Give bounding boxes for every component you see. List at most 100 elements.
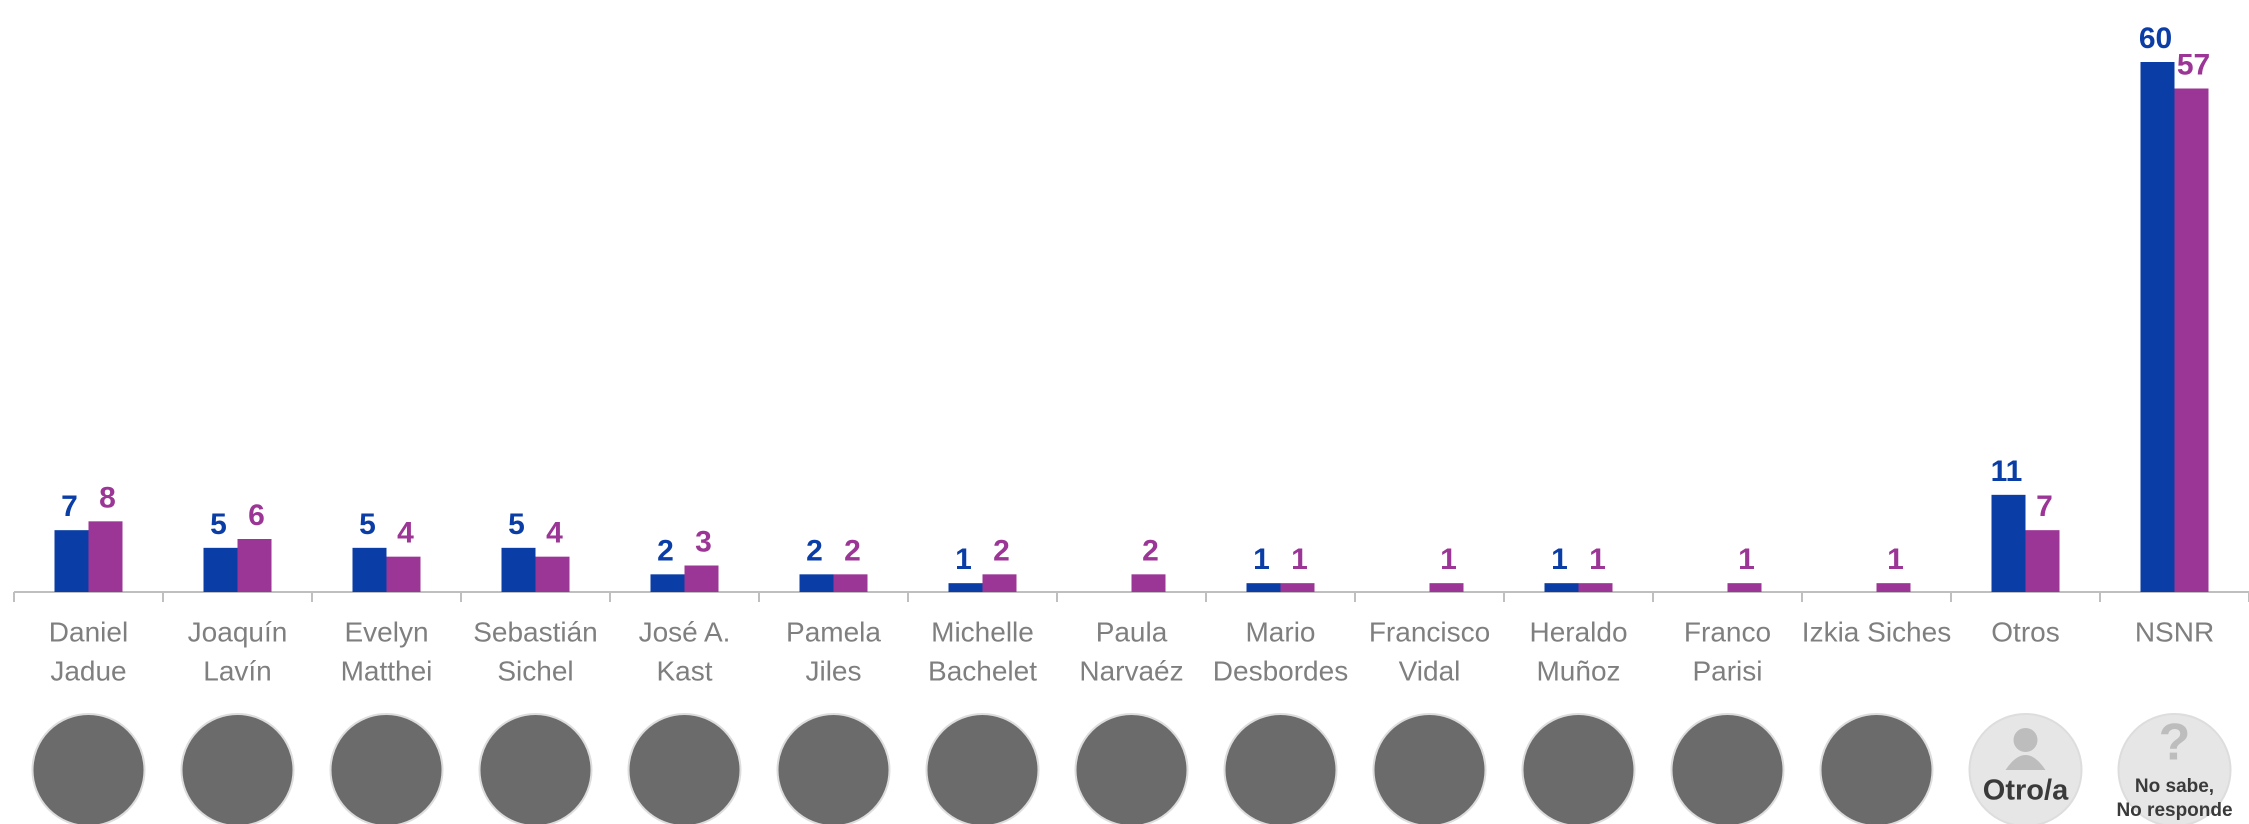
x-tick-label: Lavín [203, 655, 272, 686]
bar [386, 556, 421, 592]
bar [535, 556, 570, 592]
x-tick-label: Matthei [341, 655, 433, 686]
avatar [180, 713, 295, 824]
value-label: 60 [2139, 22, 2172, 55]
avatar [776, 713, 891, 824]
value-label: 5 [359, 508, 376, 541]
person-icon-body [2005, 755, 2046, 770]
icon-label: Otro/a [1983, 775, 2069, 807]
value-label: 1 [1738, 543, 1755, 576]
bar [948, 583, 983, 592]
avatar [2117, 713, 2232, 824]
x-tick-label: Francisco [1369, 616, 1490, 647]
value-label: 1 [1551, 543, 1568, 576]
bar [799, 574, 834, 592]
bar [1727, 583, 1762, 592]
value-label: 6 [248, 499, 265, 532]
x-tick-label: Jiles [805, 655, 861, 686]
value-label: 1 [1887, 543, 1904, 576]
x-tick-label: Kast [656, 655, 712, 686]
bar [54, 530, 89, 592]
x-tick-label: Desbordes [1213, 655, 1348, 686]
value-label: 2 [806, 534, 823, 567]
bar [1280, 583, 1315, 592]
x-tick-label: Heraldo [1529, 616, 1627, 647]
value-label: 4 [546, 517, 563, 550]
x-tick-label: Evelyn [344, 616, 428, 647]
bar [1246, 583, 1281, 592]
value-label: 2 [657, 534, 674, 567]
question-icon: ? [2159, 714, 2191, 772]
avatar [925, 713, 1040, 824]
x-tick-label: Franco [1684, 616, 1771, 647]
bar [1544, 583, 1579, 592]
value-label: 5 [508, 508, 525, 541]
value-label: 1 [1253, 543, 1270, 576]
bar [1131, 574, 1166, 592]
bar [2174, 88, 2209, 592]
bar [1429, 583, 1464, 592]
avatar [31, 713, 146, 824]
bar [650, 574, 685, 592]
icon-label: No sabe, [2135, 776, 2214, 797]
x-tick-label: Jadue [50, 655, 126, 686]
bar [982, 574, 1017, 592]
bar [1991, 494, 2026, 592]
avatar [1372, 713, 1487, 824]
x-tick-label: Sichel [497, 655, 573, 686]
bar [1876, 583, 1911, 592]
x-tick-label: Sebastián [473, 616, 598, 647]
x-tick-label: Izkia Siches [1802, 616, 1951, 647]
x-tick-label: Vidal [1399, 655, 1461, 686]
x-tick-label: Pamela [786, 616, 881, 647]
avatar [1670, 713, 1785, 824]
avatar [1521, 713, 1636, 824]
value-label: 2 [844, 534, 861, 567]
avatar [627, 713, 742, 824]
x-tick-label: Daniel [49, 616, 128, 647]
value-label: 2 [1142, 534, 1159, 567]
value-label: 1 [1589, 543, 1606, 576]
icon-label: No responde [2116, 800, 2232, 821]
person-icon-head [2013, 728, 2038, 752]
bar [352, 547, 387, 592]
avatar [478, 713, 593, 824]
value-label: 2 [993, 534, 1010, 567]
avatar [1223, 713, 1338, 824]
x-tick-label: Mario [1245, 616, 1315, 647]
bar [833, 574, 868, 592]
value-label: 1 [955, 543, 972, 576]
avatar [1819, 713, 1934, 824]
bar [203, 547, 238, 592]
x-tick-label: Bachelet [928, 655, 1037, 686]
x-tick-label: José A. [639, 616, 731, 647]
x-tick-label: NSNR [2135, 616, 2214, 647]
value-label: 8 [99, 481, 116, 514]
bar [2140, 62, 2175, 592]
value-label: 1 [1440, 543, 1457, 576]
value-label: 4 [397, 517, 414, 550]
bar [684, 565, 719, 592]
bar [237, 539, 272, 592]
value-label: 1 [1291, 543, 1308, 576]
avatar [329, 713, 444, 824]
x-tick-label: Paula [1096, 616, 1168, 647]
value-label: 7 [61, 490, 78, 523]
x-tick-label: Parisi [1692, 655, 1762, 686]
value-label: 3 [695, 525, 712, 558]
x-tick-label: Muñoz [1536, 655, 1620, 686]
value-label: 11 [1991, 455, 2023, 488]
bar [88, 521, 123, 592]
value-label: 57 [2177, 48, 2210, 81]
x-tick-label: Michelle [931, 616, 1034, 647]
value-label: 7 [2036, 490, 2053, 523]
avatar [1074, 713, 1189, 824]
x-tick-label: Narvaéz [1079, 655, 1183, 686]
bar [501, 547, 536, 592]
bar [1578, 583, 1613, 592]
bar [2025, 530, 2060, 592]
value-label: 5 [210, 508, 227, 541]
x-tick-label: Joaquín [188, 616, 288, 647]
x-tick-label: Otros [1991, 616, 2059, 647]
